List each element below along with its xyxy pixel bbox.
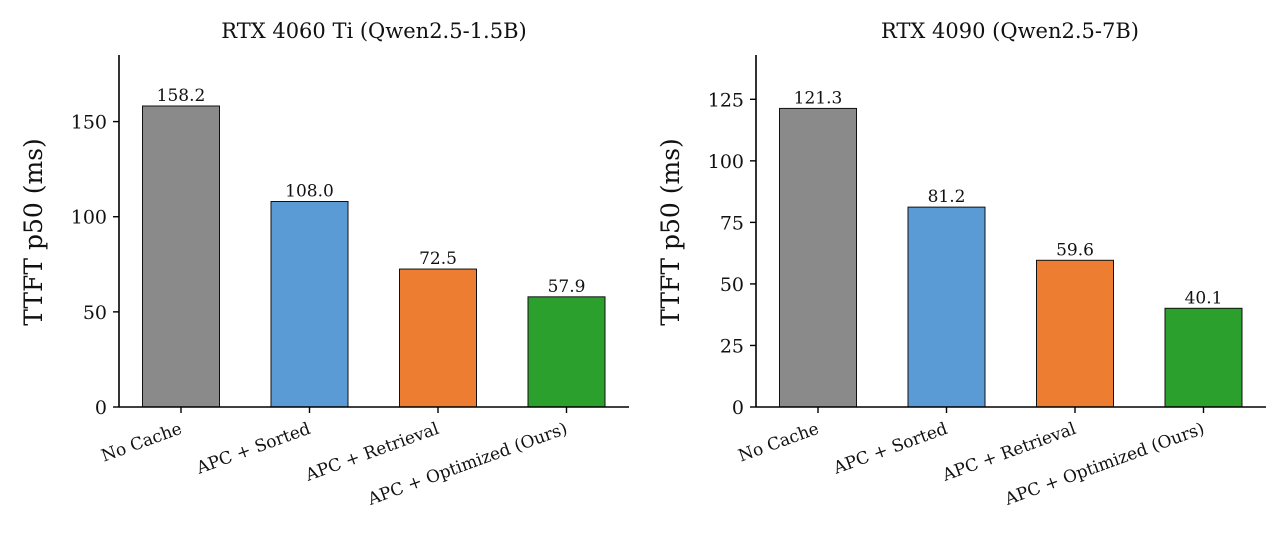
bar-apc-retrieval: [1036, 259, 1114, 408]
value-label: 121.3: [794, 88, 843, 108]
value-labels: 158.2 108.0 72.5 57.9: [157, 86, 586, 297]
y-tick-label: 100: [708, 151, 744, 173]
bar-apc-optimized-ours: [1164, 307, 1243, 408]
value-label: 40.1: [1185, 288, 1223, 308]
y-ticks: 0 50 100 150: [71, 112, 119, 419]
chart-panel-rtx-4090: RTX 4090 (Qwen2.5-7B) TTFT p50 (ms) 0 25 5…: [656, 19, 1266, 510]
y-axis-label: TTFT p50 (ms): [19, 138, 48, 326]
bar-apc-sorted: [270, 201, 349, 408]
y-tick-label: 125: [708, 89, 744, 111]
x-tick-label: APC + Sorted: [830, 419, 950, 479]
x-tick-label: No Cache: [99, 419, 185, 467]
value-label: 57.9: [548, 277, 586, 297]
bars: [142, 105, 606, 408]
y-tick-label: 75: [720, 212, 744, 234]
value-label: 81.2: [928, 187, 966, 207]
x-tick-label: APC + Sorted: [193, 419, 313, 479]
bar-no-cache: [779, 107, 857, 408]
bar-apc-sorted: [907, 206, 986, 408]
y-tick-label: 50: [83, 302, 107, 324]
value-label: 158.2: [157, 86, 206, 106]
bars: [779, 107, 1243, 408]
bar-apc-retrieval: [399, 268, 477, 408]
chart-title: RTX 4090 (Qwen2.5-7B): [881, 19, 1139, 43]
value-label: 59.6: [1056, 240, 1094, 260]
y-tick-label: 50: [720, 274, 744, 296]
y-tick-label: 0: [95, 397, 107, 419]
y-axis-label: TTFT p50 (ms): [656, 138, 685, 326]
x-tick-label: No Cache: [736, 419, 822, 467]
bar-no-cache: [142, 105, 220, 408]
y-tick-label: 100: [71, 207, 107, 229]
y-tick-label: 0: [732, 397, 744, 419]
y-tick-label: 150: [71, 112, 107, 134]
value-label: 108.0: [285, 182, 334, 202]
chart-panel-rtx-4060-ti: RTX 4060 Ti (Qwen2.5-1.5B) TTFT p50 (ms)…: [19, 19, 629, 510]
y-tick-label: 25: [720, 335, 744, 357]
bar-apc-optimized-ours: [527, 296, 606, 408]
chart-title: RTX 4060 Ti (Qwen2.5-1.5B): [221, 19, 526, 43]
value-label: 72.5: [419, 249, 457, 269]
value-labels: 121.3 81.2 59.6 40.1: [794, 88, 1223, 308]
y-ticks: 0 25 50 75 100 125: [708, 89, 756, 419]
